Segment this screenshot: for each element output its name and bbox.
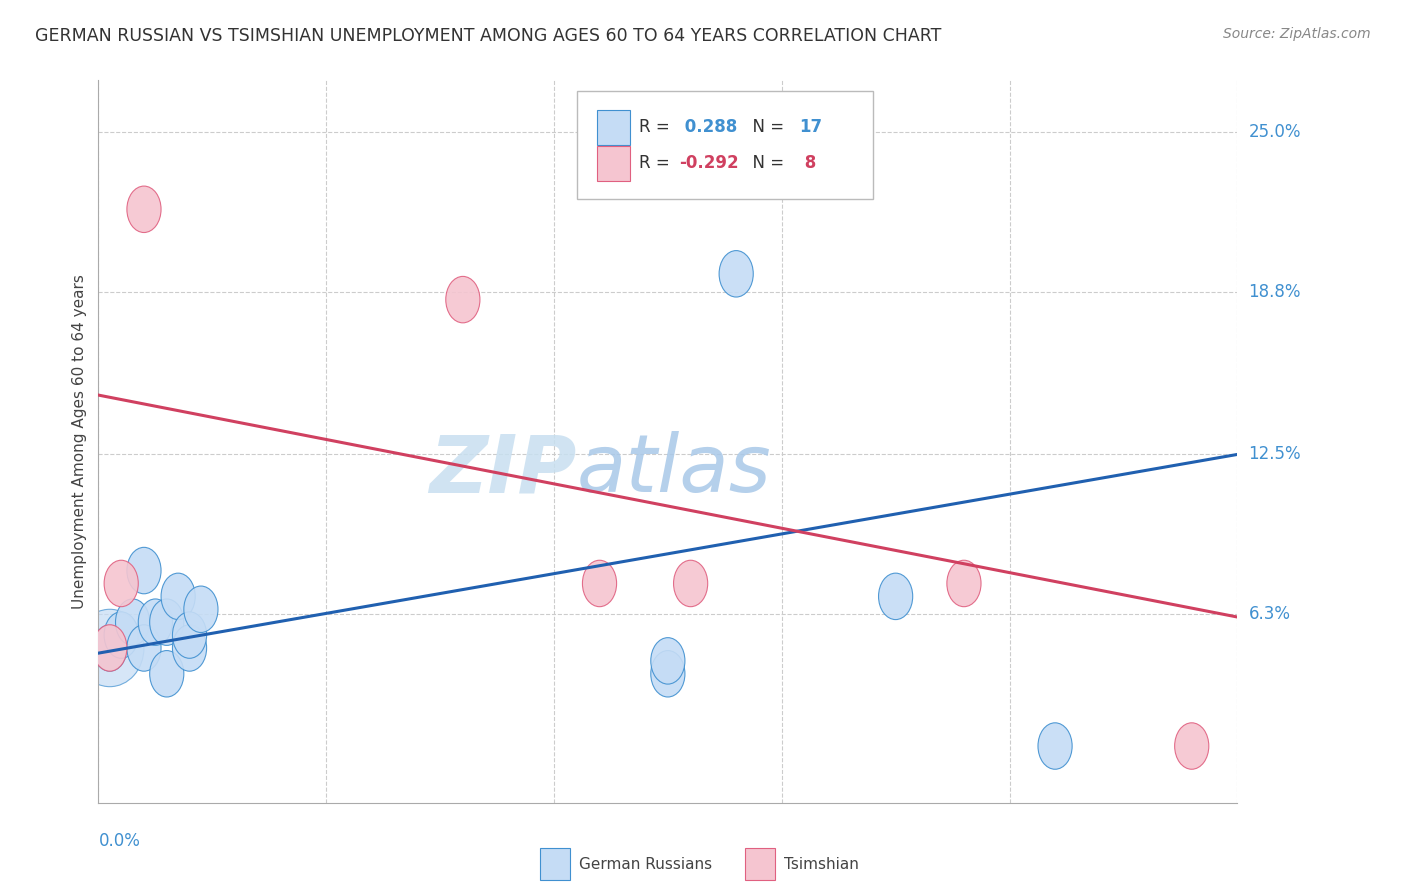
Text: ZIP: ZIP <box>429 432 576 509</box>
Ellipse shape <box>673 560 707 607</box>
Ellipse shape <box>1174 723 1209 769</box>
Ellipse shape <box>173 612 207 658</box>
Ellipse shape <box>162 574 195 620</box>
Text: 17: 17 <box>799 119 823 136</box>
Ellipse shape <box>127 186 162 233</box>
FancyBboxPatch shape <box>598 145 630 181</box>
Text: atlas: atlas <box>576 432 772 509</box>
Ellipse shape <box>127 548 162 594</box>
Ellipse shape <box>149 599 184 646</box>
Text: GERMAN RUSSIAN VS TSIMSHIAN UNEMPLOYMENT AMONG AGES 60 TO 64 YEARS CORRELATION C: GERMAN RUSSIAN VS TSIMSHIAN UNEMPLOYMENT… <box>35 27 942 45</box>
Ellipse shape <box>446 277 479 323</box>
Text: 8: 8 <box>799 154 815 172</box>
Text: 25.0%: 25.0% <box>1249 123 1301 141</box>
Ellipse shape <box>127 624 162 671</box>
Text: -0.292: -0.292 <box>679 154 740 172</box>
Ellipse shape <box>879 574 912 620</box>
FancyBboxPatch shape <box>576 91 873 200</box>
Text: 12.5%: 12.5% <box>1249 445 1301 464</box>
Text: German Russians: German Russians <box>579 856 713 871</box>
Ellipse shape <box>149 650 184 697</box>
Ellipse shape <box>946 560 981 607</box>
Ellipse shape <box>93 624 127 671</box>
Text: 6.3%: 6.3% <box>1249 606 1291 624</box>
Ellipse shape <box>115 599 149 646</box>
Ellipse shape <box>184 586 218 632</box>
FancyBboxPatch shape <box>598 110 630 145</box>
Text: N =: N = <box>742 119 789 136</box>
Ellipse shape <box>651 638 685 684</box>
Text: 18.8%: 18.8% <box>1249 283 1301 301</box>
Ellipse shape <box>173 624 207 671</box>
Text: R =: R = <box>640 154 675 172</box>
Ellipse shape <box>651 650 685 697</box>
Ellipse shape <box>582 560 617 607</box>
Ellipse shape <box>138 599 173 646</box>
Text: Source: ZipAtlas.com: Source: ZipAtlas.com <box>1223 27 1371 41</box>
Text: Tsimshian: Tsimshian <box>785 856 859 871</box>
Text: 0.0%: 0.0% <box>98 831 141 850</box>
Ellipse shape <box>1038 723 1073 769</box>
Ellipse shape <box>104 560 138 607</box>
Ellipse shape <box>76 609 143 687</box>
Y-axis label: Unemployment Among Ages 60 to 64 years: Unemployment Among Ages 60 to 64 years <box>72 274 87 609</box>
Text: 0.288: 0.288 <box>679 119 738 136</box>
Ellipse shape <box>93 624 127 671</box>
Ellipse shape <box>104 612 138 658</box>
Text: R =: R = <box>640 119 675 136</box>
FancyBboxPatch shape <box>540 848 569 880</box>
Text: N =: N = <box>742 154 789 172</box>
FancyBboxPatch shape <box>745 848 775 880</box>
Ellipse shape <box>718 251 754 297</box>
